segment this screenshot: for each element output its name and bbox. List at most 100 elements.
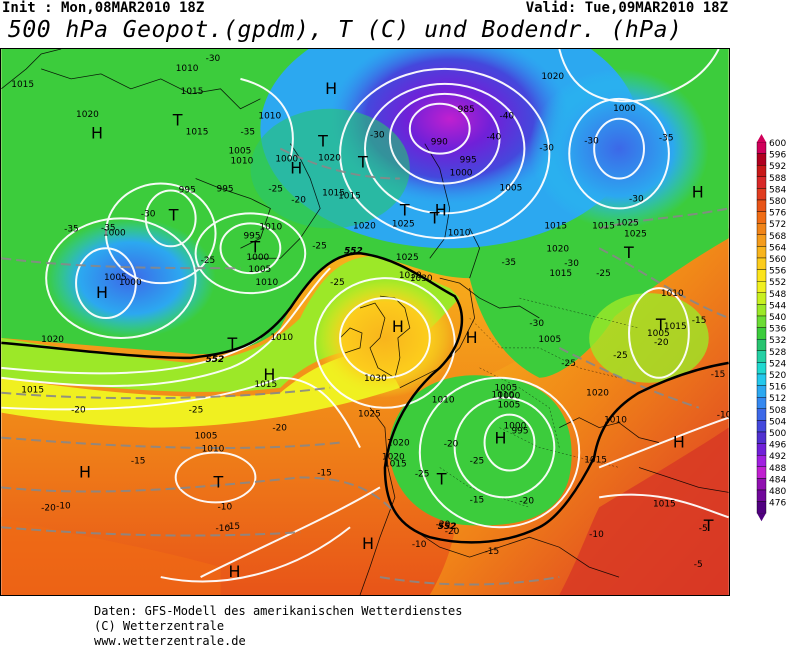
header: Init : Mon,08MAR2010 18Z Valid: Tue,09MA… bbox=[0, 0, 790, 48]
isotherm-label: -10 bbox=[216, 524, 231, 534]
legend-label: 512 bbox=[769, 394, 786, 404]
low-pressure-center: T bbox=[317, 132, 328, 151]
legend-label: 544 bbox=[769, 301, 786, 311]
high-pressure-center: H bbox=[435, 200, 447, 219]
isobar-label: 1015 bbox=[11, 80, 34, 90]
low-pressure-center: T bbox=[703, 516, 714, 535]
high-pressure-center: H bbox=[362, 534, 374, 553]
legend-label: 596 bbox=[769, 151, 786, 161]
isotherm-label: -20 bbox=[71, 406, 86, 416]
legend-label: 476 bbox=[769, 499, 786, 509]
legend-label: 504 bbox=[769, 417, 786, 427]
isobar-label: 1010 bbox=[259, 222, 282, 232]
low-pressure-center: T bbox=[213, 472, 224, 491]
isotherm-label: -15 bbox=[317, 468, 332, 478]
isotherm-label: -10 bbox=[717, 411, 730, 421]
isobar-label: 1000 bbox=[450, 169, 473, 179]
legend-swatch bbox=[756, 385, 767, 398]
isobar-label: 1025 bbox=[624, 229, 647, 239]
isotherm-label: -10 bbox=[56, 501, 71, 511]
legend-swatch bbox=[756, 466, 767, 479]
isobar-label: 1020 bbox=[353, 221, 376, 231]
isotherm-label: -40 bbox=[500, 112, 515, 122]
isotherm-label: -15 bbox=[485, 547, 500, 557]
low-pressure-center: T bbox=[399, 200, 410, 219]
isotherm-label: -10 bbox=[589, 530, 604, 540]
isotherm-label: -25 bbox=[415, 469, 430, 479]
legend-swatch bbox=[756, 292, 767, 305]
isobar-label: 1020 bbox=[76, 110, 99, 120]
isobar-label: 1025 bbox=[396, 253, 419, 263]
legend-swatch bbox=[756, 141, 767, 154]
west-cold-pool bbox=[46, 218, 216, 338]
contour-label: 552 bbox=[438, 522, 457, 532]
legend-swatch bbox=[756, 338, 767, 351]
high-pressure-center: H bbox=[91, 124, 103, 143]
isobar-label: 1020 bbox=[546, 244, 569, 254]
isotherm-label: -30 bbox=[529, 319, 544, 329]
contour-552 bbox=[1, 252, 729, 544]
color-field bbox=[1, 49, 729, 595]
isotherm-label: -25 bbox=[201, 256, 216, 266]
isobar-label: 1010 bbox=[202, 445, 225, 455]
data-source: Daten: GFS-Modell des amerikanischen Wet… bbox=[94, 604, 463, 618]
isotherm-label: -15 bbox=[226, 522, 241, 532]
high-pressure-center: H bbox=[673, 433, 685, 452]
temperature-labels: -30-35-35-30-25-20-25-25-25-20-15-20-25-… bbox=[41, 54, 730, 570]
borders bbox=[439, 297, 640, 508]
legend-label: 516 bbox=[769, 383, 786, 393]
red-south bbox=[1, 517, 221, 595]
isotherm-label: -20 bbox=[444, 440, 459, 450]
legend-swatch bbox=[756, 153, 767, 166]
isotherm-label: -30 bbox=[539, 144, 554, 154]
isobar-label: 1010 bbox=[604, 416, 627, 426]
legend-label: 524 bbox=[769, 359, 786, 369]
legend-swatch bbox=[756, 489, 767, 502]
isobar-label: 1015 bbox=[549, 269, 572, 279]
legend-swatch bbox=[756, 478, 767, 491]
low-pressure-center: T bbox=[168, 205, 179, 224]
legend-swatch bbox=[756, 327, 767, 340]
legend-label: 560 bbox=[769, 255, 786, 265]
legend-label: 600 bbox=[769, 139, 786, 149]
isotherm-label: -35 bbox=[64, 224, 79, 234]
legend-label: 508 bbox=[769, 406, 786, 416]
isotherm-label: -20 bbox=[41, 503, 56, 513]
isobar-label: 1015 bbox=[186, 128, 209, 138]
isotherm-label: -35 bbox=[502, 258, 517, 268]
legend-swatch bbox=[756, 176, 767, 189]
isobar-label: 1015 bbox=[653, 499, 676, 509]
isobar-label: 995 bbox=[511, 427, 528, 437]
legend-label: 588 bbox=[769, 174, 786, 184]
isobar-label: 1010 bbox=[661, 289, 684, 299]
isobar-label: 995 bbox=[179, 185, 196, 195]
high-pressure-center: H bbox=[290, 159, 302, 178]
isobar-label: 1010 bbox=[448, 228, 471, 238]
isotherm-label: -15 bbox=[692, 316, 707, 326]
legend-label: 576 bbox=[769, 209, 786, 219]
legend-label: 528 bbox=[769, 348, 786, 358]
high-pressure-center: H bbox=[466, 328, 478, 347]
isobar-label: 995 bbox=[460, 156, 477, 166]
legend-swatch bbox=[756, 373, 767, 386]
ireland-high bbox=[315, 278, 455, 398]
legend-label: 564 bbox=[769, 243, 786, 253]
high-pressure-center: H bbox=[692, 182, 704, 201]
isobar-label: 1020 bbox=[382, 452, 405, 462]
legend-top-arrow bbox=[757, 134, 766, 142]
map-title: 500 hPa Geopot.(gpdm), T (C) und Bodendr… bbox=[8, 17, 683, 43]
isotherm-label: -25 bbox=[561, 359, 576, 369]
isotherm-label: -10 bbox=[218, 502, 233, 512]
legend-label: 492 bbox=[769, 452, 786, 462]
legend-swatch bbox=[756, 408, 767, 421]
legend-swatch bbox=[756, 315, 767, 328]
isobar-label: 1015 bbox=[254, 380, 277, 390]
isotherm-label: -5 bbox=[694, 560, 703, 570]
isotherm-label: -35 bbox=[240, 128, 255, 138]
isotherm-label: -30 bbox=[629, 194, 644, 204]
isotherm-label: -20 bbox=[519, 496, 534, 506]
high-pressure-center: H bbox=[263, 365, 275, 384]
legend-bottom-arrow bbox=[757, 513, 766, 522]
copyright: (C) Wetterzentrale bbox=[94, 619, 225, 633]
isotherm-label: -20 bbox=[654, 338, 669, 348]
